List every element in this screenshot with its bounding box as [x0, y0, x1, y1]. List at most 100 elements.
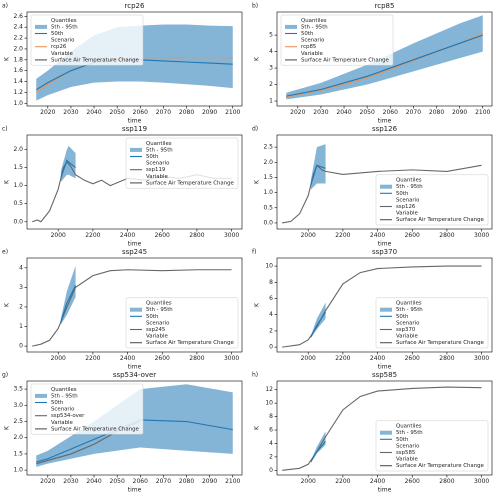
legend-label: ssp119: [146, 167, 166, 173]
x-tick-label: 2040: [86, 478, 101, 485]
legend-label: 5th - 95th: [146, 307, 173, 313]
x-tick-label: 2200: [335, 478, 350, 485]
y-axis-label: K: [4, 179, 11, 184]
legend-label: 50th: [396, 437, 408, 443]
x-tick-label: 2040: [86, 109, 101, 116]
y-tick-label: 1.4: [13, 78, 23, 85]
y-tick-label: 2: [19, 303, 23, 310]
x-tick-label: 2030: [313, 109, 328, 116]
y-tick-label: 0.5: [13, 200, 23, 207]
panel: c) ssp119 time K 2000 2200 2400 2600 2800 3000 0.0…: [2, 125, 243, 248]
y-tick-label: 2.4: [13, 24, 23, 31]
y-tick-label: 2.0: [13, 45, 23, 52]
legend-label: Surface Air Temperature Change: [146, 180, 235, 186]
y-tick-label: 2.5: [263, 144, 273, 151]
legend-header: Scenario: [396, 320, 419, 326]
x-tick-label: 2060: [383, 109, 398, 116]
legend-label: 5th - 95th: [301, 24, 328, 30]
y-tick-label: 8: [269, 279, 273, 286]
x-tick-label: 2080: [429, 109, 444, 116]
legend-label: 50th: [301, 31, 313, 37]
x-tick-label: 2200: [85, 232, 100, 239]
legend-box: [30, 14, 144, 66]
y-tick-label: 0: [269, 344, 273, 351]
y-tick-label: 3: [19, 284, 23, 291]
x-tick-label: 2400: [120, 232, 135, 239]
legend-header: Variable: [146, 334, 169, 340]
legend-label: Surface Air Temperature Change: [396, 463, 485, 469]
series-line: [60, 159, 76, 179]
x-tick-label: 2000: [301, 355, 316, 362]
legend-swatch: [130, 147, 142, 152]
y-tick-label: 1.0: [263, 189, 273, 196]
x-tick-label: 2090: [202, 478, 217, 485]
legend-swatch: [380, 307, 392, 312]
legend-header: Scenario: [146, 161, 169, 167]
x-tick-label: 2000: [51, 355, 66, 362]
legend-box: [375, 420, 489, 472]
y-tick-label: 8: [269, 413, 273, 420]
legend-header: Variable: [301, 51, 324, 57]
x-tick-label: 2000: [51, 232, 66, 239]
legend-header: Variable: [396, 334, 419, 340]
x-tick-label: 2090: [202, 109, 217, 116]
legend-box: [125, 137, 239, 189]
y-axis-label: K: [254, 425, 261, 430]
x-axis-label: time: [378, 487, 392, 492]
x-tick-label: 2000: [301, 478, 316, 485]
axes-frame: [276, 134, 493, 230]
legend-header: Quantiles: [51, 387, 77, 393]
x-tick-label: 2090: [452, 109, 467, 116]
x-tick-label: 2030: [63, 478, 78, 485]
x-tick-label: 2030: [63, 109, 78, 116]
panel: b) rcp85 time K 2020 2030 2040 2050 2060 2070 2080…: [252, 2, 493, 125]
legend-label: 5th - 95th: [396, 430, 423, 436]
legend-label: 50th: [396, 314, 408, 320]
legend-header: Quantiles: [396, 178, 422, 184]
legend-header: Variable: [51, 51, 74, 57]
y-tick-label: 12: [265, 386, 273, 393]
y-axis-label: K: [254, 302, 261, 307]
x-axis-label: time: [128, 118, 142, 125]
legend-label: ssp245: [146, 327, 165, 333]
y-tick-label: 3.0: [13, 402, 23, 409]
x-tick-label: 2800: [439, 478, 454, 485]
series-line: [310, 311, 327, 338]
y-tick-label: 0: [19, 343, 23, 350]
series-line: [282, 386, 482, 471]
x-axis-label: time: [128, 241, 142, 248]
legend-box: [375, 297, 489, 349]
y-tick-label: 10: [265, 400, 273, 407]
y-tick-label: 10: [265, 263, 273, 270]
legend-box: [125, 297, 239, 349]
panel-label: c): [2, 126, 8, 133]
y-tick-label: 1.5: [263, 174, 273, 181]
y-tick-label: 2.0: [263, 159, 273, 166]
legend-label: rcp85: [301, 44, 316, 50]
series-line: [310, 441, 326, 463]
y-tick-label: 1.2: [13, 89, 23, 96]
x-tick-label: 2600: [405, 355, 420, 362]
y-tick-label: 2.5: [13, 418, 23, 425]
y-tick-label: 2: [269, 81, 273, 88]
panel: e) ssp245 time K 2000 2200 2400 2600 2800 3000 0 1 2…: [2, 248, 243, 371]
y-tick-label: 0.0: [13, 218, 23, 225]
x-tick-label: 2020: [40, 109, 55, 116]
x-tick-label: 2020: [290, 109, 305, 116]
x-tick-label: 3000: [474, 355, 489, 362]
panel-label: d): [252, 126, 258, 133]
x-tick-label: 2100: [475, 109, 490, 116]
legend-header: Scenario: [396, 443, 419, 449]
legend-header: Quantiles: [146, 301, 172, 307]
legend-label: 50th: [51, 31, 63, 37]
legend-label: 50th: [146, 154, 158, 160]
axes-frame: [276, 380, 493, 476]
y-tick-label: 1.6: [13, 67, 23, 74]
panel-label: e): [2, 249, 8, 256]
x-tick-label: 3000: [474, 232, 489, 239]
